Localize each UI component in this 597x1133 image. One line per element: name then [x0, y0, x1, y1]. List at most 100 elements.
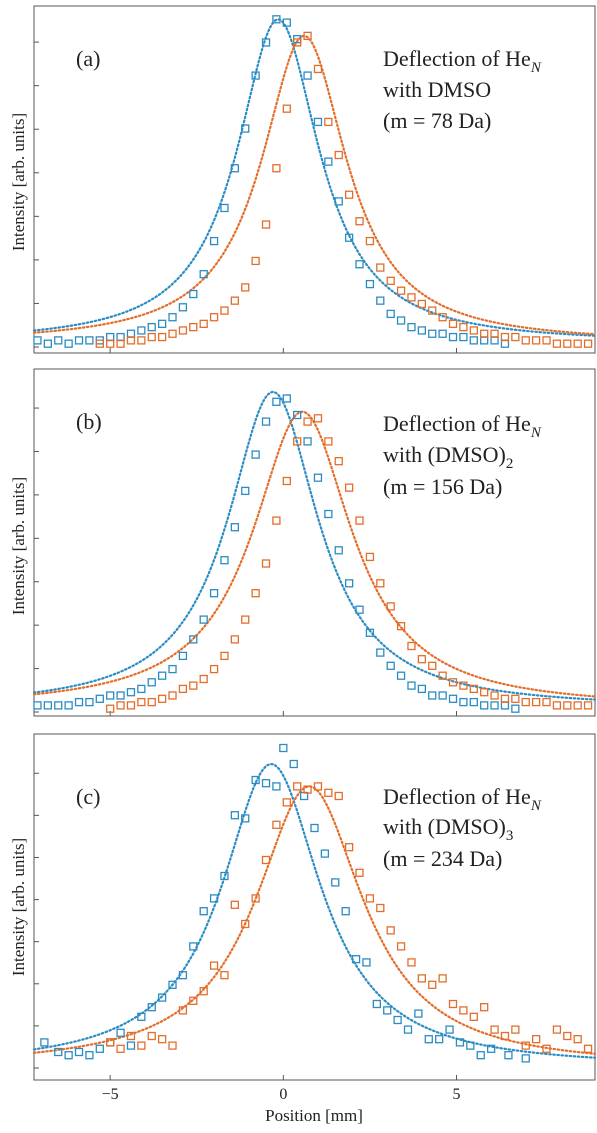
orange-data-point — [251, 894, 260, 903]
orange-data-point — [355, 868, 364, 877]
blue-data-point — [310, 823, 319, 833]
blue-data-point — [282, 394, 291, 403]
orange-data-point — [386, 926, 395, 935]
blue-data-point — [168, 664, 177, 674]
orange-data-point — [490, 329, 499, 338]
orange-data-point — [220, 651, 229, 661]
blue-data-point — [334, 197, 343, 206]
orange-data-point — [417, 655, 427, 664]
orange-data-point — [490, 691, 499, 700]
orange-data-point — [583, 339, 593, 348]
blue-data-point — [324, 509, 333, 519]
blue-data-point — [241, 814, 250, 823]
orange-data-point — [355, 217, 364, 226]
blue-data-point — [303, 71, 312, 80]
blue-data-point — [116, 691, 125, 700]
blue-data-point — [199, 615, 208, 624]
blue-data-point — [313, 117, 323, 127]
blue-data-point — [54, 701, 63, 710]
blue-data-point — [490, 336, 499, 345]
orange-data-point — [448, 319, 458, 328]
blue-data-point — [445, 1025, 454, 1034]
orange-data-point — [116, 339, 125, 348]
orange-data-point — [480, 329, 489, 338]
orange-data-point — [396, 622, 406, 631]
orange-data-point — [116, 701, 125, 710]
orange-data-point — [365, 552, 375, 562]
blue-data-point — [455, 1038, 465, 1047]
blue-data-point — [386, 309, 395, 319]
blue-data-point — [116, 1028, 125, 1037]
panel-b-annotation-line3: (m = 156 Da) — [383, 474, 502, 499]
blue-data-point — [54, 1047, 63, 1057]
orange-data-point — [147, 1031, 156, 1041]
blue-data-point — [407, 322, 416, 332]
blue-data-point — [500, 339, 510, 348]
orange-data-point — [199, 674, 208, 684]
blue-fit-curve — [32, 762, 597, 1059]
orange-data-point — [261, 855, 271, 865]
orange-data-point — [407, 958, 416, 967]
orange-data-point — [552, 1025, 562, 1034]
orange-data-point — [438, 313, 447, 322]
blue-data-point — [74, 1047, 84, 1057]
blue-data-point — [396, 316, 406, 325]
orange-data-point — [459, 322, 468, 332]
orange-data-point — [480, 1003, 489, 1012]
orange-data-point — [480, 688, 489, 697]
x-tick-label: 0 — [279, 1086, 287, 1103]
blue-data-point — [43, 339, 52, 348]
blue-data-point — [43, 701, 52, 710]
blue-data-point — [85, 1051, 94, 1060]
orange-data-point — [563, 701, 572, 710]
orange-data-point — [178, 1006, 188, 1015]
blue-data-point — [459, 332, 468, 342]
blue-data-point — [95, 694, 104, 703]
x-axis-label: Position [mm] — [265, 1106, 363, 1125]
orange-data-point — [126, 336, 136, 345]
orange-data-point — [500, 694, 510, 703]
blue-data-point — [261, 417, 271, 426]
orange-data-point — [334, 791, 343, 801]
blue-data-point — [486, 1044, 496, 1053]
blue-data-point — [344, 579, 354, 588]
orange-fit-curve — [32, 785, 597, 1055]
orange-data-point — [199, 987, 208, 996]
orange-data-point — [334, 150, 343, 160]
panel-b-annotation-line2: with (DMSO)2 — [383, 442, 513, 472]
orange-data-point — [459, 1006, 468, 1015]
orange-data-point — [531, 1035, 541, 1044]
blue-data-point — [126, 329, 136, 338]
blue-data-point — [33, 336, 42, 345]
orange-data-point — [563, 339, 572, 348]
blue-data-point — [199, 907, 208, 916]
orange-data-point — [272, 516, 281, 525]
orange-data-point — [573, 1035, 582, 1044]
orange-data-point — [126, 1031, 136, 1041]
orange-data-point — [189, 996, 198, 1005]
panel-b-points — [33, 394, 593, 713]
blue-data-point — [414, 1009, 423, 1018]
blue-data-point — [251, 775, 260, 785]
blue-data-point — [261, 779, 271, 788]
panel-c-annotation-line3: (m = 234 Da) — [383, 846, 502, 871]
blue-data-point — [54, 336, 63, 345]
blue-data-point — [241, 486, 250, 496]
blue-data-point — [230, 811, 240, 820]
orange-data-point — [147, 697, 156, 707]
blue-data-point — [407, 681, 416, 690]
orange-data-point — [303, 785, 312, 794]
orange-data-point — [583, 1044, 593, 1053]
orange-data-point — [552, 339, 562, 348]
orange-fit-curve — [32, 410, 597, 698]
blue-data-point — [199, 270, 208, 279]
panel-c-label: (c) — [76, 784, 100, 809]
orange-data-point — [189, 681, 198, 690]
orange-data-point — [334, 457, 343, 466]
orange-data-point — [282, 476, 291, 486]
blue-data-point — [355, 605, 364, 614]
blue-data-point — [209, 589, 219, 598]
blue-data-point — [417, 326, 427, 335]
panel-b-label: (b) — [76, 409, 102, 434]
